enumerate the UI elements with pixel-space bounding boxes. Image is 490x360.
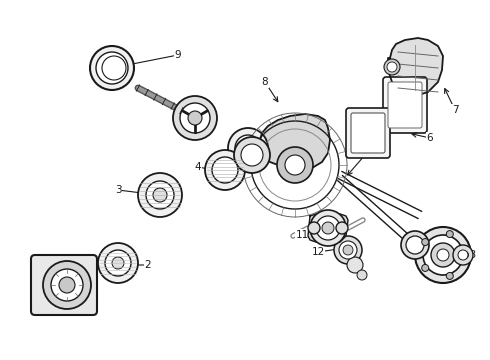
Circle shape: [437, 249, 449, 261]
Text: 5: 5: [387, 105, 393, 115]
Circle shape: [387, 62, 397, 72]
Circle shape: [336, 222, 348, 234]
Circle shape: [310, 210, 346, 246]
FancyBboxPatch shape: [31, 255, 97, 315]
Circle shape: [334, 236, 362, 264]
Circle shape: [205, 150, 245, 190]
Circle shape: [415, 227, 471, 283]
Circle shape: [339, 241, 357, 259]
Circle shape: [153, 188, 167, 202]
Circle shape: [422, 265, 429, 271]
Circle shape: [234, 137, 270, 173]
Circle shape: [180, 103, 210, 133]
Circle shape: [357, 270, 367, 280]
Text: 7: 7: [452, 105, 458, 115]
Circle shape: [458, 250, 468, 260]
Circle shape: [241, 144, 263, 166]
Text: 2: 2: [145, 260, 151, 270]
Circle shape: [104, 60, 120, 76]
Polygon shape: [388, 38, 443, 96]
Circle shape: [322, 222, 334, 234]
Polygon shape: [252, 114, 330, 170]
Circle shape: [105, 250, 131, 276]
Circle shape: [431, 243, 455, 267]
Circle shape: [112, 257, 124, 269]
Circle shape: [98, 243, 138, 283]
Circle shape: [406, 236, 424, 254]
Circle shape: [316, 216, 340, 240]
Circle shape: [453, 245, 473, 265]
Circle shape: [401, 231, 429, 259]
FancyBboxPatch shape: [383, 77, 427, 133]
Circle shape: [188, 111, 202, 125]
Circle shape: [173, 96, 217, 140]
Circle shape: [343, 245, 353, 255]
Text: 3: 3: [115, 185, 122, 195]
Text: 10: 10: [371, 135, 385, 145]
Polygon shape: [308, 214, 348, 242]
Circle shape: [43, 261, 91, 309]
Text: 1: 1: [51, 280, 58, 290]
Circle shape: [138, 173, 182, 217]
Circle shape: [51, 269, 83, 301]
Text: 13: 13: [464, 250, 477, 260]
Text: 4: 4: [195, 162, 201, 172]
Text: 12: 12: [311, 247, 325, 257]
Circle shape: [446, 273, 453, 279]
Circle shape: [212, 157, 238, 183]
Text: 6: 6: [427, 133, 433, 143]
Circle shape: [96, 52, 128, 84]
Circle shape: [277, 147, 313, 183]
Circle shape: [228, 128, 268, 168]
Circle shape: [59, 277, 75, 293]
FancyBboxPatch shape: [388, 82, 422, 128]
Circle shape: [446, 230, 453, 238]
Circle shape: [90, 46, 134, 90]
Circle shape: [423, 235, 463, 275]
Text: 9: 9: [175, 50, 181, 60]
Text: 8: 8: [262, 77, 269, 87]
Circle shape: [285, 155, 305, 175]
Circle shape: [347, 257, 363, 273]
Circle shape: [235, 135, 261, 161]
Circle shape: [102, 56, 126, 80]
FancyBboxPatch shape: [346, 108, 390, 158]
Circle shape: [241, 141, 255, 155]
Circle shape: [462, 252, 468, 258]
Text: 11: 11: [295, 230, 309, 240]
Circle shape: [422, 239, 429, 246]
Circle shape: [384, 59, 400, 75]
Circle shape: [146, 181, 174, 209]
Circle shape: [308, 222, 320, 234]
FancyBboxPatch shape: [351, 113, 385, 153]
